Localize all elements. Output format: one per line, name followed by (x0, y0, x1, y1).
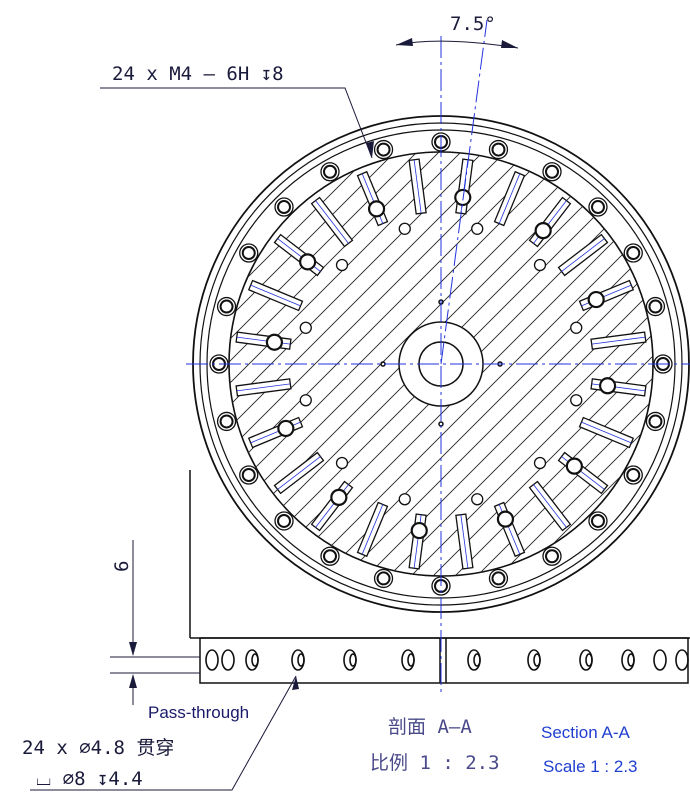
outer-hole (649, 415, 661, 427)
outer-hole (324, 166, 336, 178)
plate-hole (350, 654, 356, 666)
small-hole (337, 260, 348, 271)
plate-hole (654, 650, 666, 670)
small-hole (399, 494, 410, 505)
angle-label: 7.5° (450, 13, 496, 35)
small-hole (399, 223, 410, 234)
small-hole (300, 322, 311, 333)
plate-hole (298, 654, 304, 666)
page: {"annotations": {"angle": "7.5°", "threa… (0, 0, 690, 798)
outer-hole (627, 247, 639, 259)
outer-hole (492, 572, 504, 584)
small-hole (300, 395, 311, 406)
plate-hole (408, 654, 414, 666)
plate-hole (252, 654, 258, 666)
outer-hole (627, 469, 639, 481)
hole-callout: ⌴ ⌀8 ↧4.4 (36, 768, 143, 790)
hatch-line (0, 104, 201, 624)
through-hole (331, 490, 346, 505)
outer-hole (592, 201, 604, 213)
plate-hole (222, 650, 234, 670)
through-hole (567, 459, 582, 474)
plate-holes (206, 650, 688, 670)
thread-callout: 24 x M4 – 6H ↧8 (112, 63, 284, 85)
through-hole (267, 335, 282, 350)
plate-hole (534, 654, 540, 666)
small-hole (571, 395, 582, 406)
outer-hole (546, 550, 558, 562)
plate-hole (676, 650, 688, 670)
plate-hole (474, 654, 480, 666)
small-hole (472, 223, 483, 234)
through-hole (589, 292, 604, 307)
outer-hole (278, 201, 290, 213)
pass-through-label: Pass-through (148, 703, 249, 722)
scale-en: Scale 1 : 2.3 (543, 757, 638, 776)
small-hole (571, 322, 582, 333)
outer-hole (492, 144, 504, 156)
plate-hole (586, 654, 592, 666)
outer-hole (649, 301, 661, 313)
dimension-label: 6 (111, 561, 133, 572)
small-hole (534, 260, 545, 271)
through-hole (369, 201, 384, 216)
through-hole (600, 378, 615, 393)
outer-hole (324, 550, 336, 562)
section-title-cn: 剖面 A–A (388, 716, 472, 738)
outer-hole (243, 469, 255, 481)
through-hole (278, 421, 293, 436)
outer-hole (378, 572, 390, 584)
outer-hole (221, 415, 233, 427)
outer-hole (278, 515, 290, 527)
outer-hole (592, 515, 604, 527)
plate-hole (206, 650, 218, 670)
scale-cn: 比例 1 : 2.3 (370, 752, 500, 774)
outer-hole (243, 247, 255, 259)
small-hole (534, 457, 545, 468)
small-hole (337, 457, 348, 468)
outer-hole (221, 301, 233, 313)
small-hole (472, 494, 483, 505)
through-hole (300, 254, 315, 269)
plate-hole (628, 654, 634, 666)
through-hole (498, 512, 513, 527)
outer-hole (546, 166, 558, 178)
hole-callout: 24 x ⌀4.8 贯穿 (22, 737, 174, 759)
through-hole (536, 223, 551, 238)
outer-hole (378, 144, 390, 156)
drawing: 7.5° 24 x M4 – 6H ↧8 6 Pass-through 24 x… (0, 0, 690, 798)
through-hole (412, 523, 427, 538)
section-title-en: Section A-A (541, 723, 630, 742)
